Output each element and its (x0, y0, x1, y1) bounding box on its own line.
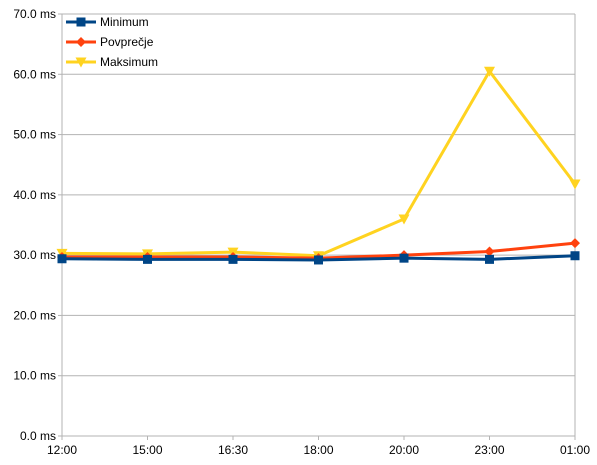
data-point (571, 251, 580, 260)
y-axis-ticks: 0.0 ms 10.0 ms 20.0 ms 30.0 ms 40.0 ms 50.0 m… (13, 7, 62, 443)
grid-lines (62, 14, 575, 436)
y-tick-label: 20.0 ms (13, 308, 56, 322)
legend-label: Povprečje (100, 35, 154, 49)
legend: Minimum Povprečje Maksimum (66, 15, 158, 69)
data-point (570, 180, 581, 190)
x-tick-label: 12:00 (47, 443, 77, 457)
data-point (400, 254, 409, 263)
y-tick-label: 0.0 ms (20, 429, 56, 443)
legend-marker (77, 18, 86, 27)
data-point (314, 255, 323, 264)
y-tick-label: 30.0 ms (13, 248, 56, 262)
data-point (485, 255, 494, 264)
data-point (58, 254, 67, 263)
legend-label: Maksimum (100, 55, 158, 69)
y-tick-label: 10.0 ms (13, 369, 56, 383)
x-tick-label: 20:00 (389, 443, 419, 457)
legend-marker (76, 37, 86, 47)
data-point (229, 255, 238, 264)
legend-item: Maksimum (66, 55, 158, 69)
legend-item: Minimum (66, 15, 149, 29)
legend-item: Povprečje (66, 35, 154, 49)
data-point (570, 238, 580, 248)
x-tick-label: 23:00 (474, 443, 504, 457)
x-axis-ticks: 12:00 15:00 16:30 18:00 20:00 23:00 01:00 (47, 436, 590, 457)
y-tick-label: 40.0 ms (13, 188, 56, 202)
series-group (57, 67, 581, 265)
x-tick-label: 16:30 (218, 443, 248, 457)
y-tick-label: 50.0 ms (13, 128, 56, 142)
x-tick-label: 15:00 (132, 443, 162, 457)
x-tick-label: 01:00 (560, 443, 590, 457)
legend-label: Minimum (100, 15, 149, 29)
axes (62, 14, 575, 436)
y-tick-label: 60.0 ms (13, 67, 56, 81)
y-tick-label: 70.0 ms (13, 7, 56, 21)
series-maksimum (57, 67, 581, 261)
data-point (143, 255, 152, 264)
series-line (62, 71, 575, 255)
x-tick-label: 18:00 (303, 443, 333, 457)
